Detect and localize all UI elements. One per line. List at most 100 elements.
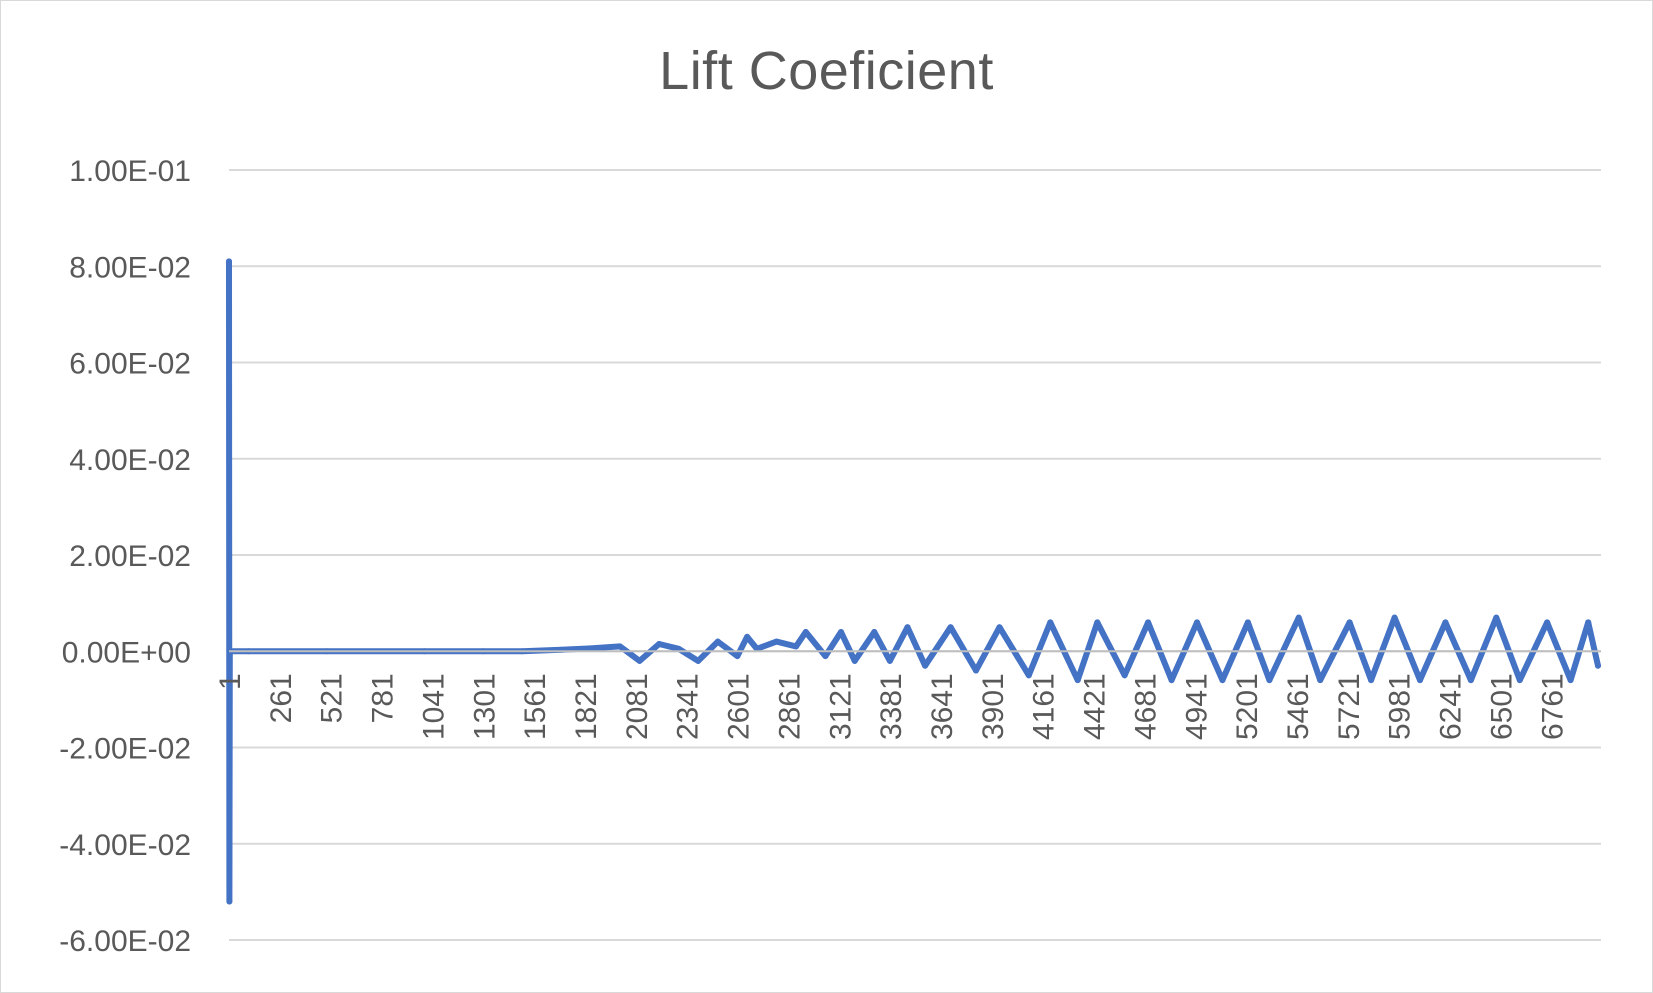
data-point	[734, 653, 741, 660]
data-point	[1194, 619, 1201, 626]
data-point	[1266, 677, 1273, 684]
data-point	[996, 624, 1003, 631]
x-tick-label: 4681	[1129, 673, 1162, 740]
x-tick-label: 3901	[977, 673, 1010, 740]
x-tick-label-group: 3641	[926, 673, 959, 740]
x-tick-label-group: 521	[316, 673, 349, 723]
y-tick-label: 4.00E-02	[69, 444, 191, 477]
data-point	[947, 624, 954, 631]
x-tick-label-group: 261	[265, 673, 298, 723]
data-point	[1442, 619, 1449, 626]
x-tick-label: 6501	[1485, 673, 1518, 740]
x-tick-label-group: 6761	[1536, 673, 1569, 740]
data-point	[1516, 677, 1523, 684]
y-tick-label: 6.00E-02	[69, 348, 191, 381]
data-point	[802, 629, 809, 635]
x-tick-label: 1561	[519, 673, 552, 740]
data-point	[822, 653, 829, 660]
data-point	[695, 657, 702, 664]
x-tick-label: 4161	[1028, 673, 1061, 740]
x-tick-label-group: 5201	[1231, 673, 1264, 740]
x-tick-label: 6761	[1536, 673, 1569, 740]
x-tick-label: 781	[367, 673, 400, 723]
data-point	[773, 638, 780, 645]
data-point	[1595, 662, 1601, 669]
y-tick-label: 1.00E-01	[69, 155, 191, 188]
data-point	[1317, 677, 1324, 684]
x-tick-label: 2861	[773, 673, 806, 740]
x-axis-tick-labels: 1 261 521 781 1041 1301 1561 1821 2081 2341 2601 28…	[214, 673, 1569, 740]
x-tick-label-group: 2341	[672, 673, 705, 740]
x-tick-label-group: 781	[367, 673, 400, 723]
x-tick-label: 2601	[723, 673, 756, 740]
data-point	[656, 641, 663, 648]
x-tick-label-group: 1561	[519, 673, 552, 740]
x-tick-label: 2341	[672, 673, 705, 740]
gridlines	[229, 169, 1601, 941]
series-line	[226, 258, 1601, 905]
x-tick-label-group: 2601	[723, 673, 756, 740]
data-point	[1493, 614, 1500, 621]
x-tick-label: 261	[265, 673, 298, 723]
x-tick-label: 521	[316, 673, 349, 723]
data-point	[636, 657, 643, 664]
y-tick-label: -6.00E-02	[59, 925, 191, 958]
y-tick-label: 0.00E+00	[62, 636, 191, 669]
data-point	[1391, 614, 1398, 621]
data-point	[1244, 619, 1251, 626]
y-tick-label: 8.00E-02	[69, 251, 191, 284]
x-tick-label-group: 3901	[977, 673, 1010, 740]
x-tick-label: 4941	[1180, 673, 1213, 740]
data-point	[1025, 672, 1032, 679]
x-tick-label: 5201	[1231, 673, 1264, 740]
data-point	[1074, 677, 1081, 684]
data-point	[1295, 614, 1302, 621]
data-point	[587, 645, 594, 652]
series-group	[226, 258, 1601, 905]
data-point	[793, 643, 800, 650]
x-tick-label-group: 2081	[621, 673, 654, 740]
data-point	[1047, 619, 1054, 626]
x-tick-label-group: 5981	[1384, 673, 1417, 740]
x-tick-label: 5981	[1384, 673, 1417, 740]
x-tick-label: 5721	[1333, 673, 1366, 740]
data-point	[617, 643, 624, 650]
x-tick-label-group: 5461	[1282, 673, 1315, 740]
x-tick-label-group: 4161	[1028, 673, 1061, 740]
x-tick-label: 4421	[1079, 673, 1112, 740]
data-point	[1567, 677, 1574, 684]
x-tick-label: 5461	[1282, 673, 1315, 740]
data-point	[1121, 672, 1128, 679]
data-point	[226, 258, 232, 265]
x-tick-label-group: 3381	[875, 673, 908, 740]
data-point	[1094, 619, 1101, 626]
data-point	[1368, 677, 1375, 684]
data-point	[972, 667, 979, 674]
x-tick-label-group: 1301	[468, 673, 501, 740]
x-tick-label: 2081	[621, 673, 654, 740]
y-tick-label: 2.00E-02	[69, 540, 191, 573]
x-tick-label-group: 4681	[1129, 673, 1162, 740]
x-tick-label: 1821	[570, 673, 603, 740]
data-point	[1145, 619, 1152, 626]
data-point	[1544, 619, 1551, 626]
data-point	[744, 633, 751, 640]
data-point	[1168, 677, 1175, 684]
x-tick-label: 3121	[824, 673, 857, 740]
x-tick-label: 1301	[468, 673, 501, 740]
x-tick-label: 1041	[417, 673, 450, 740]
data-point	[714, 638, 721, 645]
data-point	[838, 629, 845, 635]
x-tick-label: 3381	[875, 673, 908, 740]
x-tick-label: 1	[214, 673, 247, 690]
y-tick-label: -4.00E-02	[59, 829, 191, 862]
data-point	[904, 624, 911, 631]
x-tick-label-group: 1	[214, 673, 247, 690]
x-tick-label-group: 6501	[1485, 673, 1518, 740]
x-tick-label-group: 4421	[1079, 673, 1112, 740]
x-tick-label-group: 1041	[417, 673, 450, 740]
y-tick-label: -2.00E-02	[59, 733, 191, 766]
data-point	[871, 629, 878, 635]
data-point	[1417, 677, 1424, 684]
